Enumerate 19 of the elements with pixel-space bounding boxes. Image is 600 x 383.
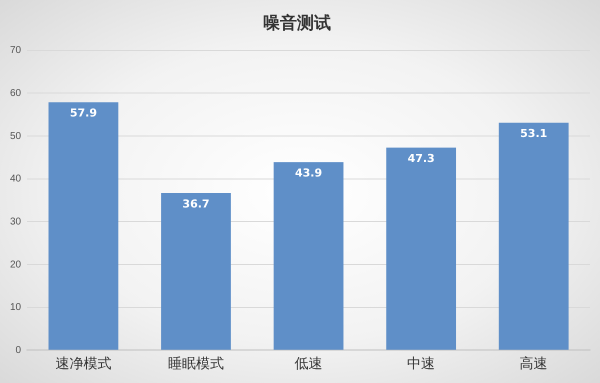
x-tick-label: 低速 [294, 356, 323, 372]
x-tick-label: 中速 [407, 356, 436, 372]
x-tick-label: 高速 [520, 356, 548, 372]
y-tick-label: 60 [10, 88, 22, 99]
y-tick-label: 20 [10, 259, 22, 270]
data-label: 43.9 [294, 166, 322, 180]
data-label: 53.1 [520, 127, 548, 140]
y-tick-label: 30 [10, 216, 22, 228]
data-label: 57.9 [70, 106, 97, 120]
chart-title: 噪音测试 [263, 14, 331, 34]
x-tick-label: 速净模式 [55, 356, 112, 372]
y-tick-label: 50 [10, 130, 22, 142]
y-tick-label: 70 [10, 45, 22, 56]
data-label: 36.7 [182, 197, 210, 210]
y-tick-label: 0 [16, 344, 22, 356]
data-label: 47.3 [408, 152, 435, 165]
y-tick-label: 40 [10, 174, 22, 185]
y-tick-label: 10 [10, 302, 22, 314]
x-tick-label: 睡眠模式 [168, 356, 224, 372]
